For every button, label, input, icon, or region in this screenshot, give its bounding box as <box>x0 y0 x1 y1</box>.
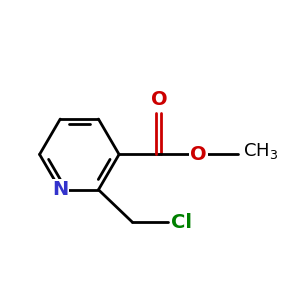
Text: O: O <box>190 145 207 164</box>
Text: N: N <box>52 180 68 199</box>
Text: O: O <box>151 90 167 109</box>
Text: Cl: Cl <box>171 213 192 232</box>
Text: CH$_3$: CH$_3$ <box>243 142 278 161</box>
